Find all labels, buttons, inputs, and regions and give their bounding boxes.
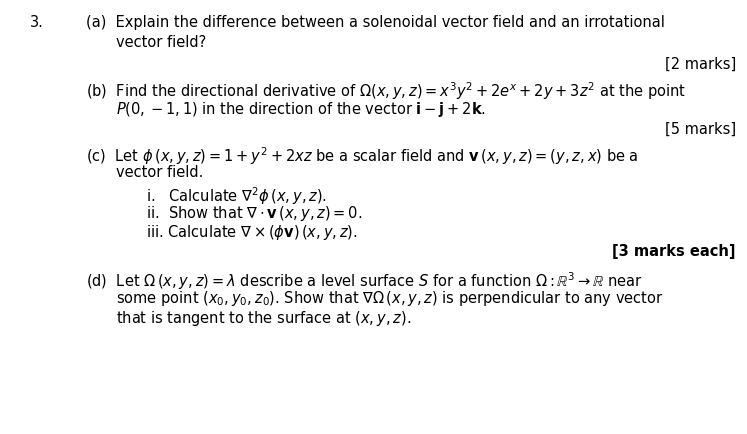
Text: (d)  Let $\Omega\,(x, y, z) = \lambda$ describe a level surface $S$ for a functi: (d) Let $\Omega\,(x, y, z) = \lambda$ de… xyxy=(86,270,642,292)
Text: $P(0, -1, 1)$ in the direction of the vector $\mathbf{i} - \mathbf{j} + 2\mathbf: $P(0, -1, 1)$ in the direction of the ve… xyxy=(116,100,486,119)
Text: vector field?: vector field? xyxy=(116,35,206,50)
Text: vector field.: vector field. xyxy=(116,165,203,180)
Text: [2 marks]: [2 marks] xyxy=(665,56,736,72)
Text: iii. Calculate $\nabla \times (\phi\mathbf{v})\,(x, y, z)$.: iii. Calculate $\nabla \times (\phi\math… xyxy=(146,223,357,242)
Text: that is tangent to the surface at $(x, y, z)$.: that is tangent to the surface at $(x, y… xyxy=(116,309,411,328)
Text: ii.  Show that $\nabla \cdot \mathbf{v}\,(x, y, z) = 0$.: ii. Show that $\nabla \cdot \mathbf{v}\,… xyxy=(146,204,362,223)
Text: i.   Calculate $\nabla^2\phi\,(x, y, z)$.: i. Calculate $\nabla^2\phi\,(x, y, z)$. xyxy=(146,185,326,207)
Text: some point $(x_0, y_0, z_0)$. Show that $\nabla\Omega\,(x, y, z)$ is perpendicul: some point $(x_0, y_0, z_0)$. Show that … xyxy=(116,289,663,309)
Text: (b)  Find the directional derivative of $\Omega(x, y, z) = x^3y^2 + 2e^x + 2y + : (b) Find the directional derivative of $… xyxy=(86,80,686,102)
Text: [5 marks]: [5 marks] xyxy=(665,122,736,137)
Text: 3.: 3. xyxy=(30,15,44,30)
Text: (a)  Explain the difference between a solenoidal vector field and an irrotationa: (a) Explain the difference between a sol… xyxy=(86,15,665,30)
Text: [3 marks each]: [3 marks each] xyxy=(613,244,736,260)
Text: (c)  Let $\phi\,(x, y, z) = 1 + y^2 + 2xz$ be a scalar field and $\mathbf{v}\,(x: (c) Let $\phi\,(x, y, z) = 1 + y^2 + 2xz… xyxy=(86,145,639,167)
